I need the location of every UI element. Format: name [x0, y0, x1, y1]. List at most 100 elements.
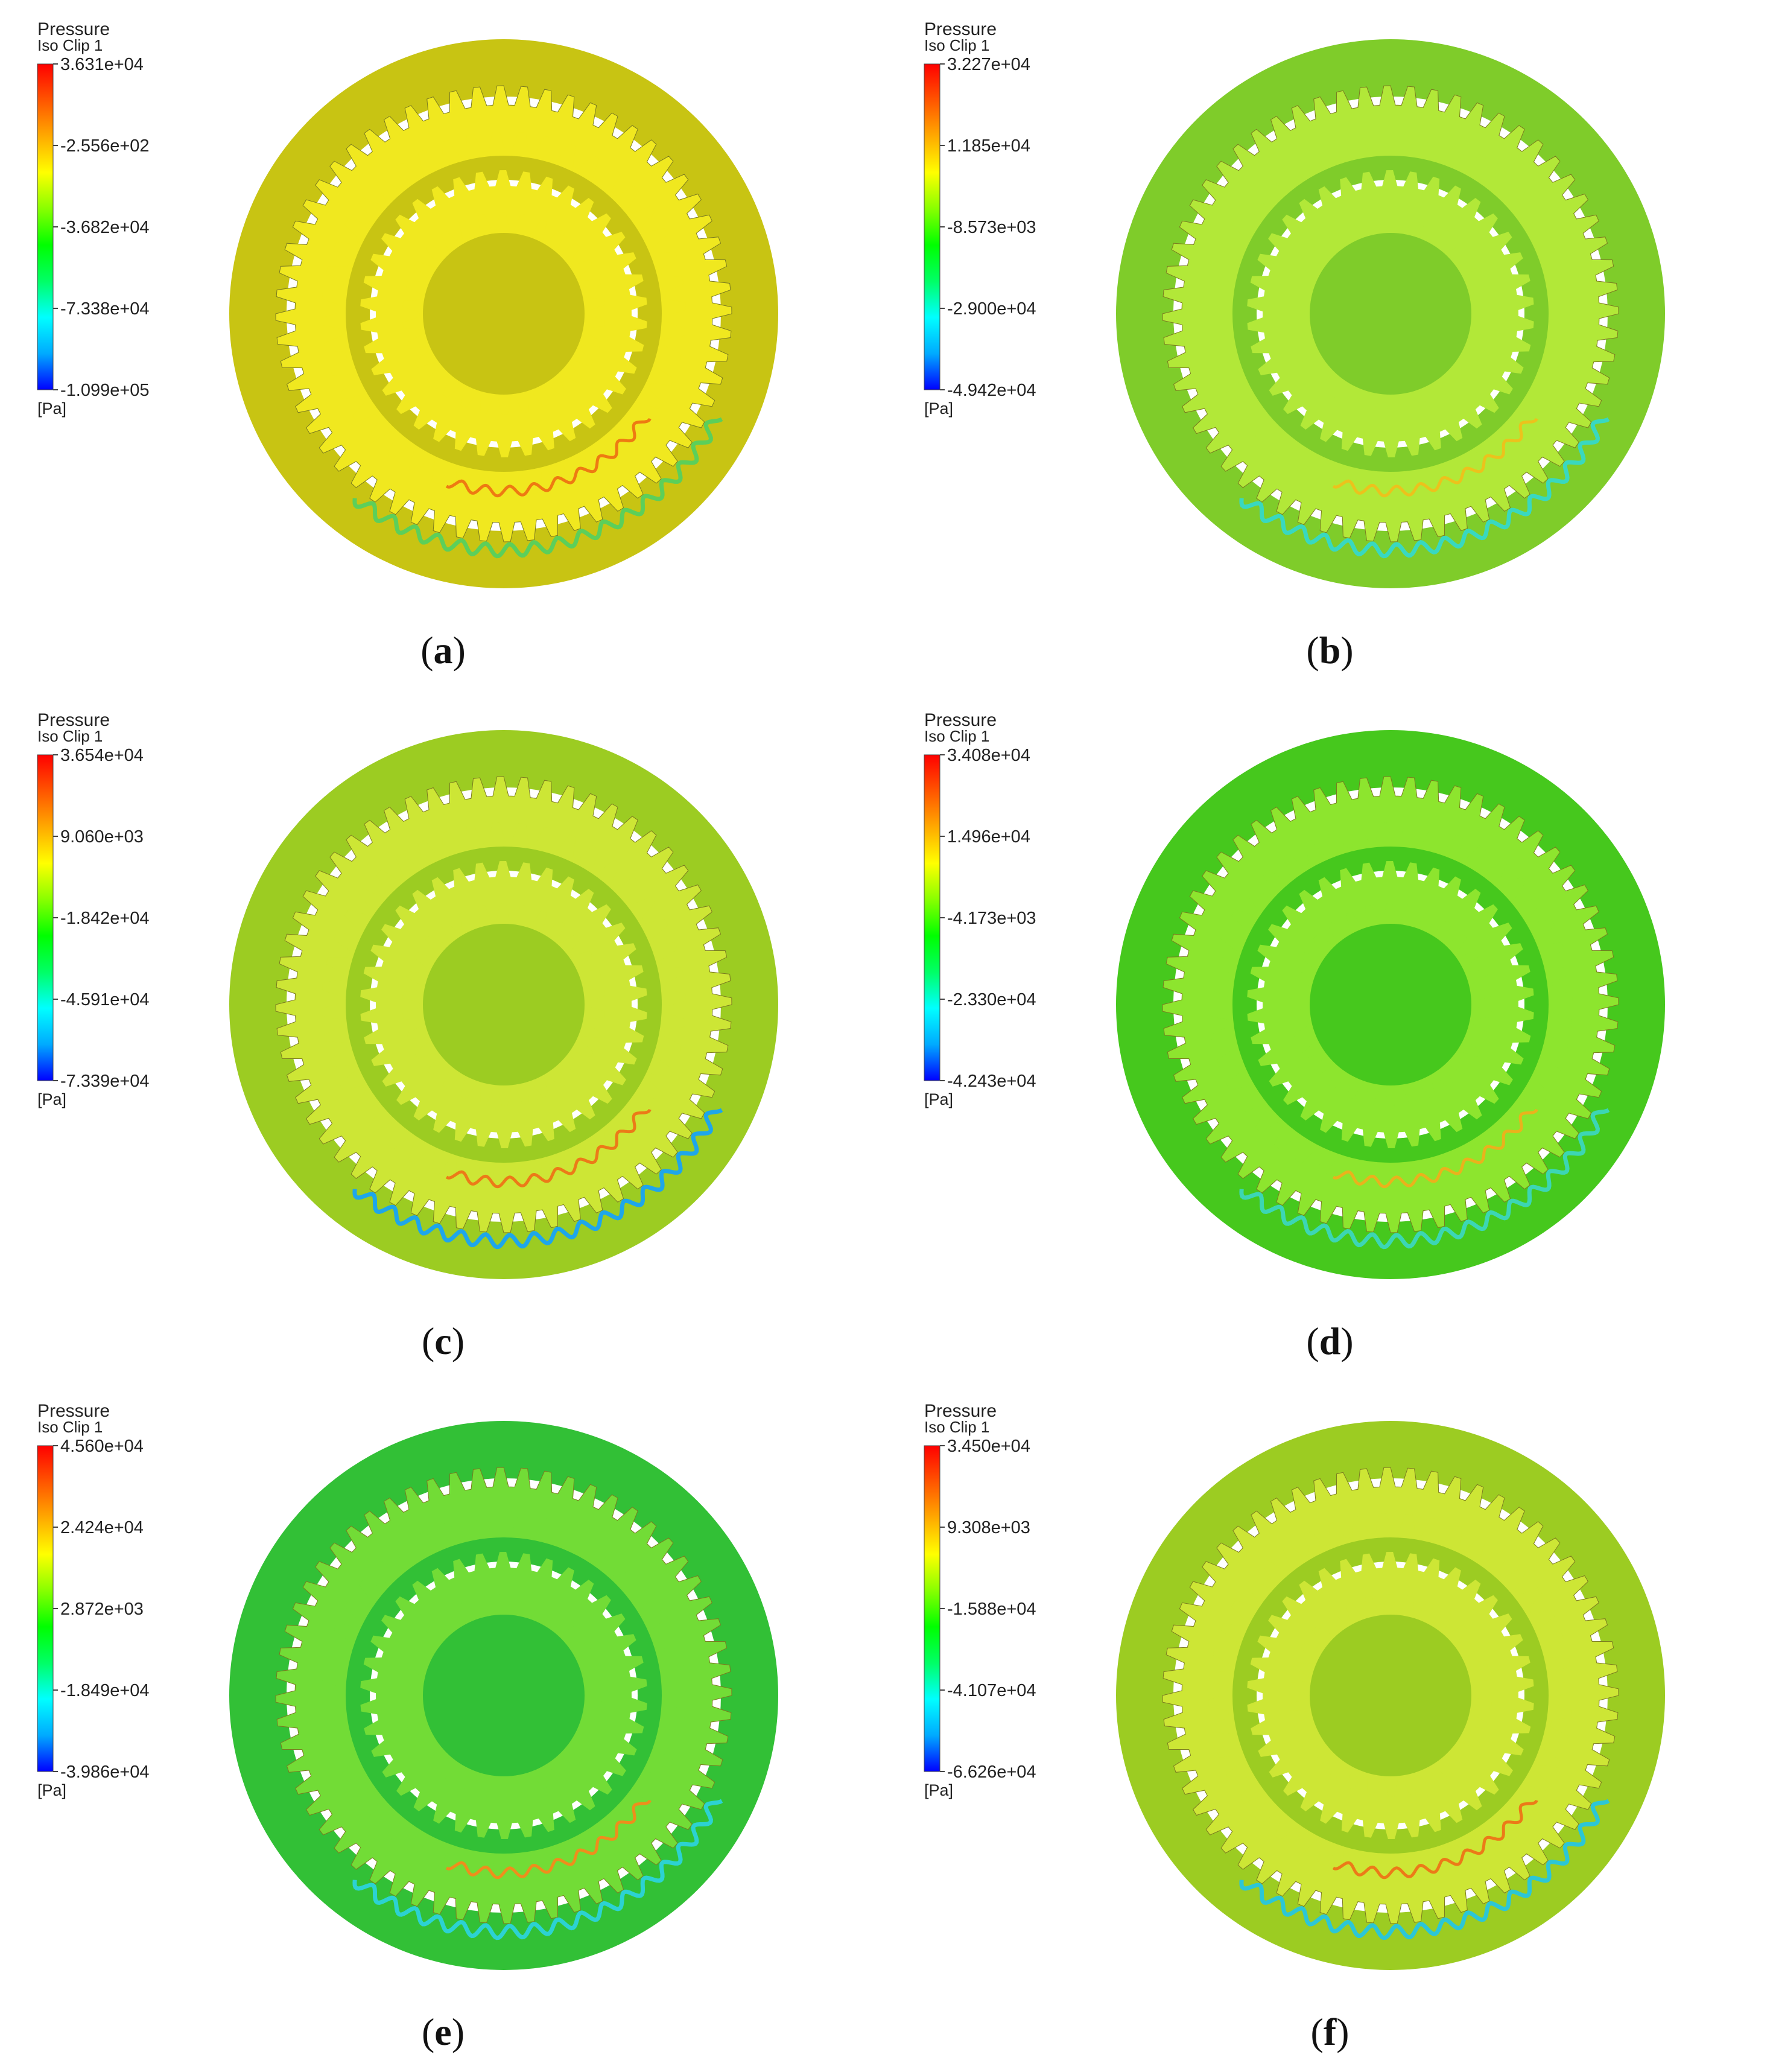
- legend-color-bar: [924, 63, 940, 390]
- legend-subtitle: Iso Clip 1: [924, 36, 989, 54]
- gear-assembly: [229, 39, 778, 588]
- gear-assembly: [229, 1421, 778, 1970]
- gear-assembly: [229, 730, 778, 1279]
- legend-tick-label: -6.626e+04: [947, 1762, 1036, 1782]
- legend-tick-label: -3.986e+04: [60, 1762, 150, 1782]
- legend-tick-label: 3.408e+04: [947, 746, 1030, 765]
- caption-open-paren: (: [421, 1320, 435, 1362]
- pressure-wave-band: [1239, 1108, 1610, 1250]
- legend-tick-label: 9.308e+03: [947, 1518, 1030, 1537]
- legend-unit: [Pa]: [924, 399, 953, 418]
- high-pressure-band: [445, 1108, 652, 1189]
- caption-close-paren: ): [1336, 2010, 1350, 2053]
- caption-open-paren: (: [421, 2010, 435, 2053]
- legend-tick-label: 2.872e+03: [60, 1600, 144, 1619]
- legend-tick-label: 3.654e+04: [60, 746, 144, 765]
- legend-unit: [Pa]: [924, 1090, 953, 1108]
- legend-tick-label: -8.573e+03: [947, 218, 1036, 237]
- legend-tick-label: -4.107e+04: [947, 1681, 1036, 1700]
- legend-tick-label: 4.560e+04: [60, 1437, 144, 1456]
- sun-gear-hub: [423, 1615, 585, 1776]
- legend-tick-label: 3.227e+04: [947, 55, 1030, 74]
- caption-letter: f: [1323, 2010, 1337, 2053]
- sun-gear-hub: [1310, 924, 1471, 1085]
- legend-tick-label: -1.849e+04: [60, 1681, 150, 1700]
- caption-open-paren: (: [1306, 1320, 1319, 1362]
- caption-close-paren: ): [451, 1320, 465, 1362]
- panel-caption: (e): [0, 2013, 886, 2051]
- legend-color-bar: [37, 1445, 54, 1772]
- legend-tick-label: 2.424e+04: [60, 1518, 144, 1537]
- caption-close-paren: ): [452, 629, 466, 672]
- legend-tick-label: -4.243e+04: [947, 1072, 1036, 1091]
- contour-panel-f: Pressure Iso Clip 1 3.450e+04 9.308e+03 -1.5…: [887, 1382, 1773, 2072]
- caption-close-paren: ): [1340, 1320, 1354, 1362]
- caption-open-paren: (: [420, 629, 434, 672]
- high-pressure-band: [445, 418, 652, 498]
- gear-assembly: [1116, 39, 1665, 588]
- panel-caption: (d): [887, 1322, 1773, 1361]
- sun-gear-hub: [1310, 233, 1471, 395]
- legend-subtitle: Iso Clip 1: [37, 727, 103, 745]
- legend-title: Pressure: [924, 1401, 997, 1421]
- legend-color-bar: [37, 63, 54, 390]
- legend-color-bar: [924, 1445, 940, 1772]
- contour-panel-d: Pressure Iso Clip 1 3.408e+04 1.496e+04 -4.1…: [887, 691, 1773, 1381]
- high-pressure-band: [1332, 418, 1538, 498]
- pressure-wave-band: [1239, 1799, 1610, 1940]
- gear-assembly: [1116, 730, 1665, 1279]
- legend-subtitle: Iso Clip 1: [924, 1418, 989, 1436]
- high-pressure-band: [445, 1799, 652, 1880]
- legend-tick-label: 3.631e+04: [60, 55, 144, 74]
- high-pressure-band: [1332, 1799, 1538, 1880]
- pressure-wave-band: [1239, 417, 1610, 559]
- legend-tick-label: -1.588e+04: [947, 1600, 1036, 1619]
- caption-letter: d: [1319, 1320, 1341, 1362]
- panel-caption: (f): [887, 2013, 1773, 2051]
- caption-letter: a: [433, 629, 453, 672]
- sun-gear-hub: [423, 233, 585, 395]
- legend-tick-label: -1.842e+04: [60, 909, 150, 928]
- panel-caption: (b): [887, 631, 1773, 670]
- legend-unit: [Pa]: [924, 1781, 953, 1799]
- legend-color-bar: [37, 754, 54, 1081]
- legend-subtitle: Iso Clip 1: [37, 1418, 103, 1436]
- legend-tick-label: -7.338e+04: [60, 299, 150, 319]
- legend-unit: [Pa]: [37, 399, 66, 418]
- legend-unit: [Pa]: [37, 1090, 66, 1108]
- legend-title: Pressure: [924, 19, 997, 39]
- legend-tick-label: 3.450e+04: [947, 1437, 1030, 1456]
- contour-panel-e: Pressure Iso Clip 1 4.560e+04 2.424e+04 2.87…: [0, 1382, 886, 2072]
- caption-letter: c: [434, 1320, 452, 1362]
- legend-tick-label: -4.173e+03: [947, 909, 1036, 928]
- legend-tick-label: -4.942e+04: [947, 381, 1036, 400]
- legend-tick-label: -2.900e+04: [947, 299, 1036, 319]
- pressure-wave-band: [352, 1108, 723, 1250]
- caption-open-paren: (: [1306, 629, 1319, 672]
- caption-close-paren: ): [1340, 629, 1354, 672]
- caption-close-paren: ): [451, 2010, 465, 2053]
- panel-caption: (a): [0, 631, 886, 670]
- legend-unit: [Pa]: [37, 1781, 66, 1799]
- legend-tick-label: -3.682e+04: [60, 218, 150, 237]
- legend-tick-label: -7.339e+04: [60, 1072, 150, 1091]
- legend-title: Pressure: [924, 710, 997, 730]
- legend-tick-label: 9.060e+03: [60, 827, 144, 847]
- legend-tick-label: 1.185e+04: [947, 136, 1030, 156]
- caption-letter: e: [434, 2010, 452, 2053]
- legend-title: Pressure: [37, 710, 110, 730]
- pressure-wave-band: [352, 417, 723, 559]
- legend-tick-label: -4.591e+04: [60, 990, 150, 1009]
- high-pressure-band: [1332, 1108, 1538, 1189]
- sun-gear-hub: [423, 924, 585, 1085]
